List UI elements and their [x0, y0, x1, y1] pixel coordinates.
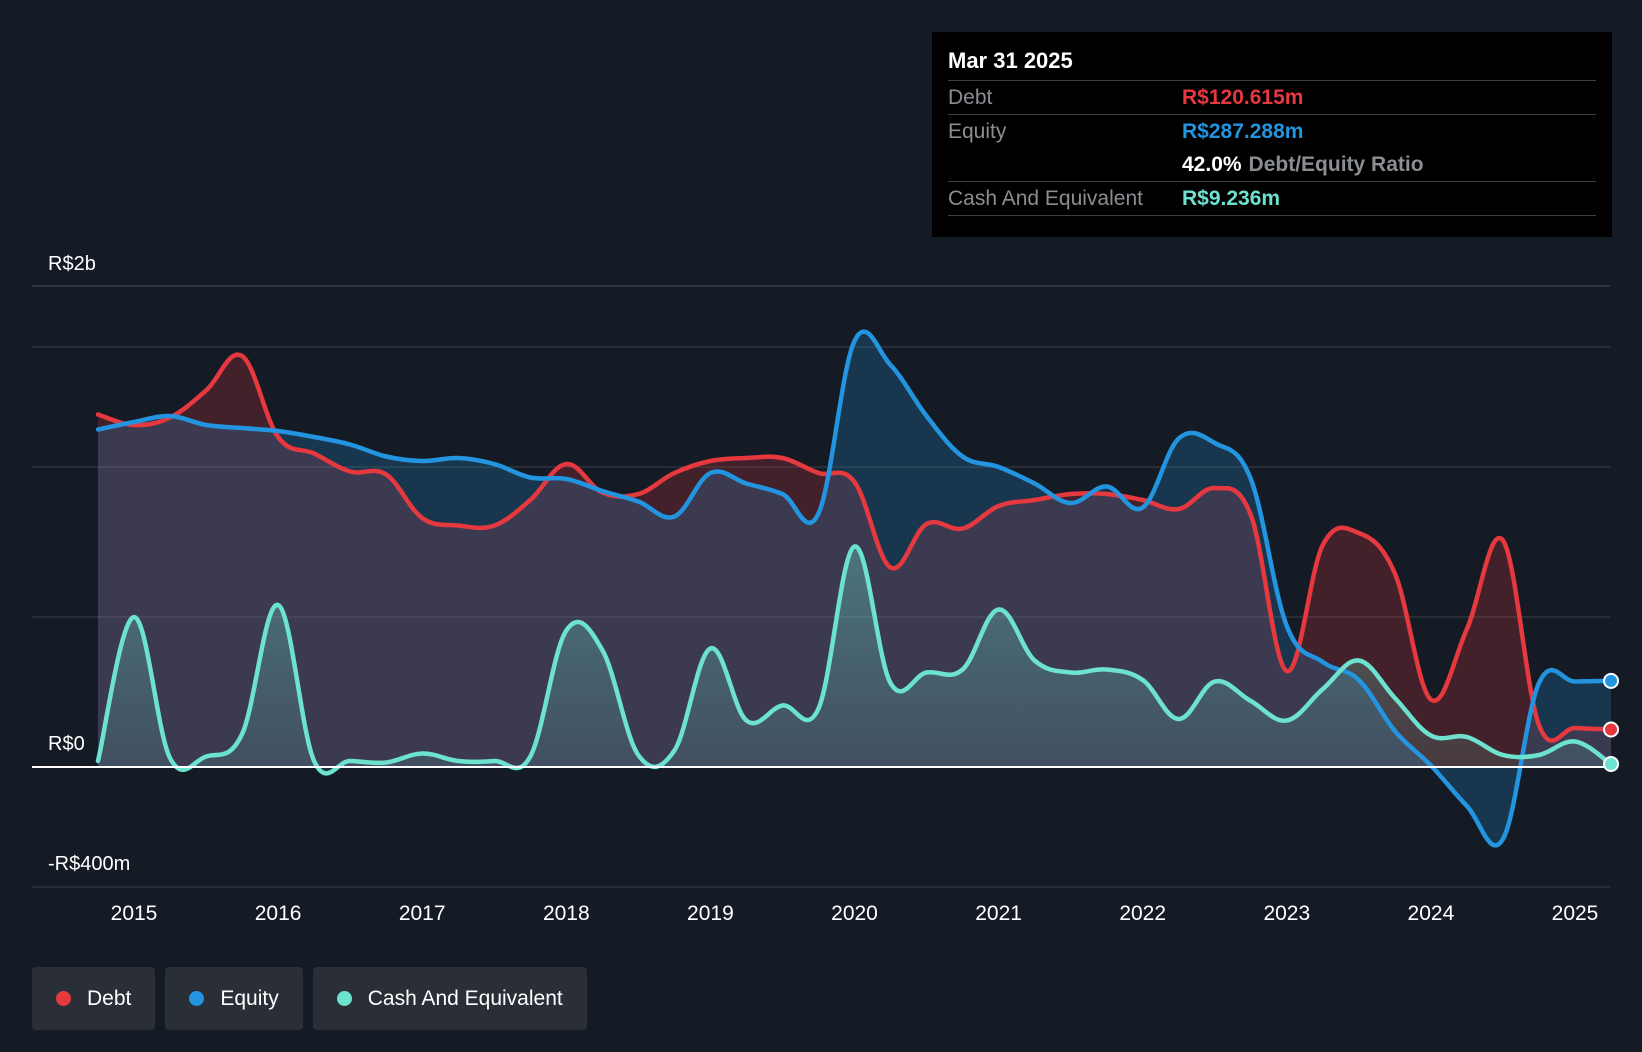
- x-tick-label: 2018: [543, 902, 590, 925]
- x-tick-label: 2023: [1263, 902, 1310, 925]
- equity-line: [95, 329, 1614, 848]
- x-tick-label: 2019: [687, 902, 734, 925]
- x-tick-label: 2021: [975, 902, 1022, 925]
- cash-dot-icon: [336, 991, 352, 1006]
- debt-end-marker: [1603, 721, 1620, 738]
- y-axis-label-top: R$2b: [48, 253, 96, 275]
- cash-end-marker: [1603, 756, 1620, 772]
- areas: [98, 331, 1611, 846]
- tooltip-cash-value: R$9.236m: [1182, 186, 1281, 210]
- x-tick-label: 2016: [255, 902, 302, 925]
- legend-debt-label: Debt: [87, 986, 132, 1010]
- cash-area: [98, 546, 1611, 774]
- legend-cash-label: Cash And Equivalent: [367, 986, 563, 1010]
- gridlines: [32, 285, 1610, 888]
- cash-line: [95, 544, 1614, 776]
- tooltip-ratio-label: Debt/Equity Ratio: [1248, 152, 1424, 176]
- y-axis-label-bottom: -R$400m: [48, 853, 130, 875]
- tooltip-equity-label: Equity: [948, 119, 1007, 143]
- tooltip-date: Mar 31 2025: [948, 48, 1073, 73]
- x-tick-label: 2015: [111, 902, 158, 925]
- tooltip-row-equity: Equity R$287.288m: [948, 114, 1596, 148]
- legend-item-equity[interactable]: Equity: [165, 967, 303, 1030]
- equity-end-marker: [1603, 672, 1620, 689]
- y-axis-label-zero: R$0: [48, 733, 85, 755]
- tooltip-ratio-value: 42.0%: [1182, 152, 1242, 176]
- debt-line: [95, 352, 1614, 743]
- tooltip-row-ratio: 42.0% Debt/Equity Ratio: [948, 148, 1596, 181]
- x-tick-label: 2025: [1552, 902, 1599, 925]
- x-tick-label: 2022: [1119, 902, 1166, 925]
- legend-item-debt[interactable]: Debt: [32, 967, 156, 1030]
- axes: R$2b R$0 -R$400m 2015 2016 2017 2018 2019 202…: [48, 253, 1598, 925]
- x-tick-label: 2024: [1408, 902, 1455, 925]
- tooltip-debt-value: R$120.615m: [1182, 85, 1304, 109]
- series-lines: [32, 329, 1614, 848]
- tooltip-row-debt: Debt R$120.615m: [948, 80, 1596, 114]
- x-tick-label: 2020: [831, 902, 878, 925]
- tooltip-debt-label: Debt: [948, 85, 993, 109]
- legend-item-cash[interactable]: Cash And Equivalent: [312, 967, 587, 1030]
- tooltip-row-cash: Cash And Equivalent R$9.236m: [948, 181, 1596, 216]
- tooltip-panel: Mar 31 2025 Debt R$120.615m Equity R$287…: [932, 32, 1612, 237]
- tooltip-equity-value: R$287.288m: [1182, 119, 1304, 143]
- chart-legend: Debt Equity Cash And Equivalent: [32, 967, 587, 1030]
- end-markers: [1603, 672, 1620, 772]
- legend-equity-label: Equity: [220, 986, 279, 1010]
- equity-dot-icon: [189, 991, 205, 1006]
- debt-dot-icon: [56, 991, 71, 1006]
- x-tick-label: 2017: [399, 902, 446, 925]
- tooltip-cash-label: Cash And Equivalent: [948, 186, 1143, 210]
